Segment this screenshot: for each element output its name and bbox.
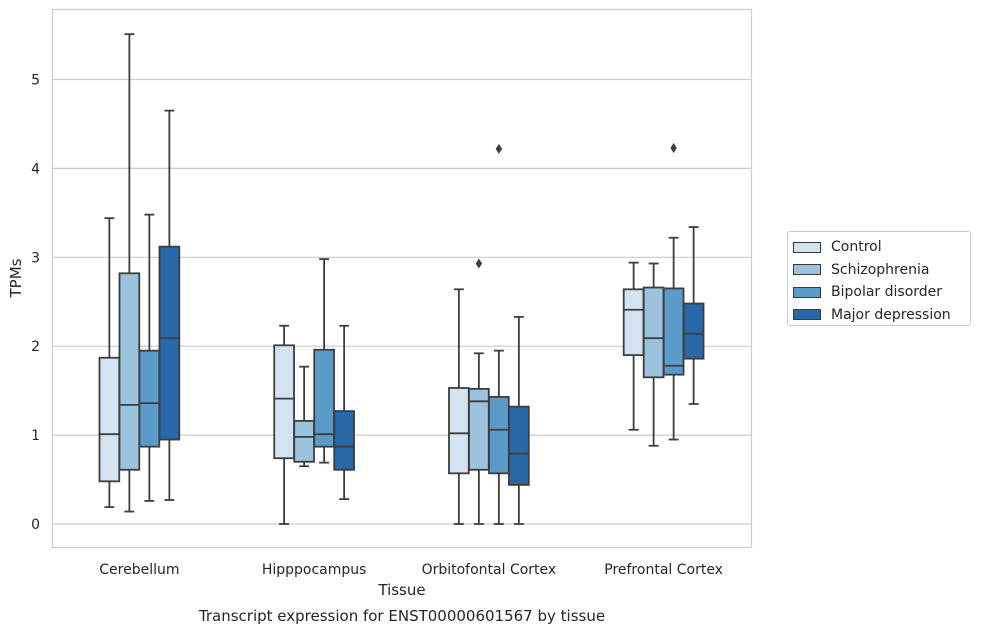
y-tick-label: 0	[31, 517, 40, 533]
y-tick-label: 2	[31, 339, 40, 355]
y-tick-label: 3	[31, 250, 40, 266]
box-control	[622, 261, 645, 431]
box-iqr	[98, 356, 121, 483]
legend-swatch	[793, 264, 821, 276]
box-iqr	[662, 287, 685, 376]
y-tick-label: 4	[31, 161, 40, 177]
legend-item: Control	[793, 236, 970, 259]
box-iqr	[273, 344, 295, 460]
y-axis-label: TPMs	[7, 258, 25, 298]
outlier-point	[475, 258, 483, 269]
box-control	[98, 217, 121, 509]
box-bipolar-disorder	[662, 142, 685, 441]
box-iqr	[682, 302, 705, 360]
legend-item: Major depression	[793, 304, 970, 327]
box-schizophrenia	[642, 262, 665, 447]
box-iqr	[488, 395, 510, 475]
y-tick-labels: 0 1 2 3 4 5	[31, 73, 40, 534]
box-iqr	[642, 286, 665, 379]
plot-frame	[51, 8, 753, 549]
legend-swatch	[793, 309, 821, 321]
box-iqr	[313, 348, 335, 448]
box-schizophrenia	[293, 365, 315, 468]
x-axis-label: Tissue	[377, 581, 425, 599]
box-iqr	[508, 405, 530, 486]
box-groups	[98, 33, 705, 525]
box-schizophrenia	[468, 258, 490, 525]
box-major-depression	[158, 109, 181, 501]
box-major-depression	[333, 324, 355, 501]
box-bipolar-disorder	[488, 143, 510, 525]
legend-swatch	[793, 241, 821, 253]
x-tick-label: Orbitofontal Cortex	[422, 562, 557, 578]
y-tick-label: 1	[31, 428, 40, 444]
x-tick-label: Prefrontal Cortex	[604, 562, 723, 578]
y-tick-label: 5	[31, 73, 40, 89]
x-tick-label: Cerebellum	[99, 562, 179, 578]
box-iqr	[448, 387, 470, 475]
box-major-depression	[508, 315, 530, 525]
legend: Control Schizophrenia Bipolar disorder Majo…	[787, 231, 971, 326]
box-control	[448, 288, 470, 525]
box-iqr	[333, 410, 355, 471]
legend-label: Control	[831, 239, 882, 256]
legend-item: Schizophrenia	[793, 259, 970, 282]
box-iqr	[138, 349, 161, 448]
box-iqr	[293, 419, 315, 463]
box-major-depression	[682, 226, 705, 405]
figure-caption: Transcript expression for ENST0000060156…	[198, 607, 606, 625]
box-bipolar-disorder	[313, 258, 335, 464]
legend-swatch	[793, 286, 821, 298]
box-iqr	[158, 245, 181, 441]
outlier-point	[495, 143, 503, 154]
legend-label: Schizophrenia	[831, 261, 930, 278]
x-tick-labels: Cerebellum Hipppocampus Orbitofontal Corte…	[99, 562, 723, 578]
box-iqr	[622, 288, 645, 356]
box-iqr	[118, 272, 141, 471]
legend-label: Major depression	[831, 306, 951, 323]
legend-item: Bipolar disorder	[793, 281, 970, 304]
x-tick-label: Hipppocampus	[262, 562, 367, 578]
box-control	[273, 324, 295, 525]
legend-label: Bipolar disorder	[831, 284, 943, 301]
outlier-point	[670, 142, 677, 153]
box-schizophrenia	[118, 33, 141, 513]
